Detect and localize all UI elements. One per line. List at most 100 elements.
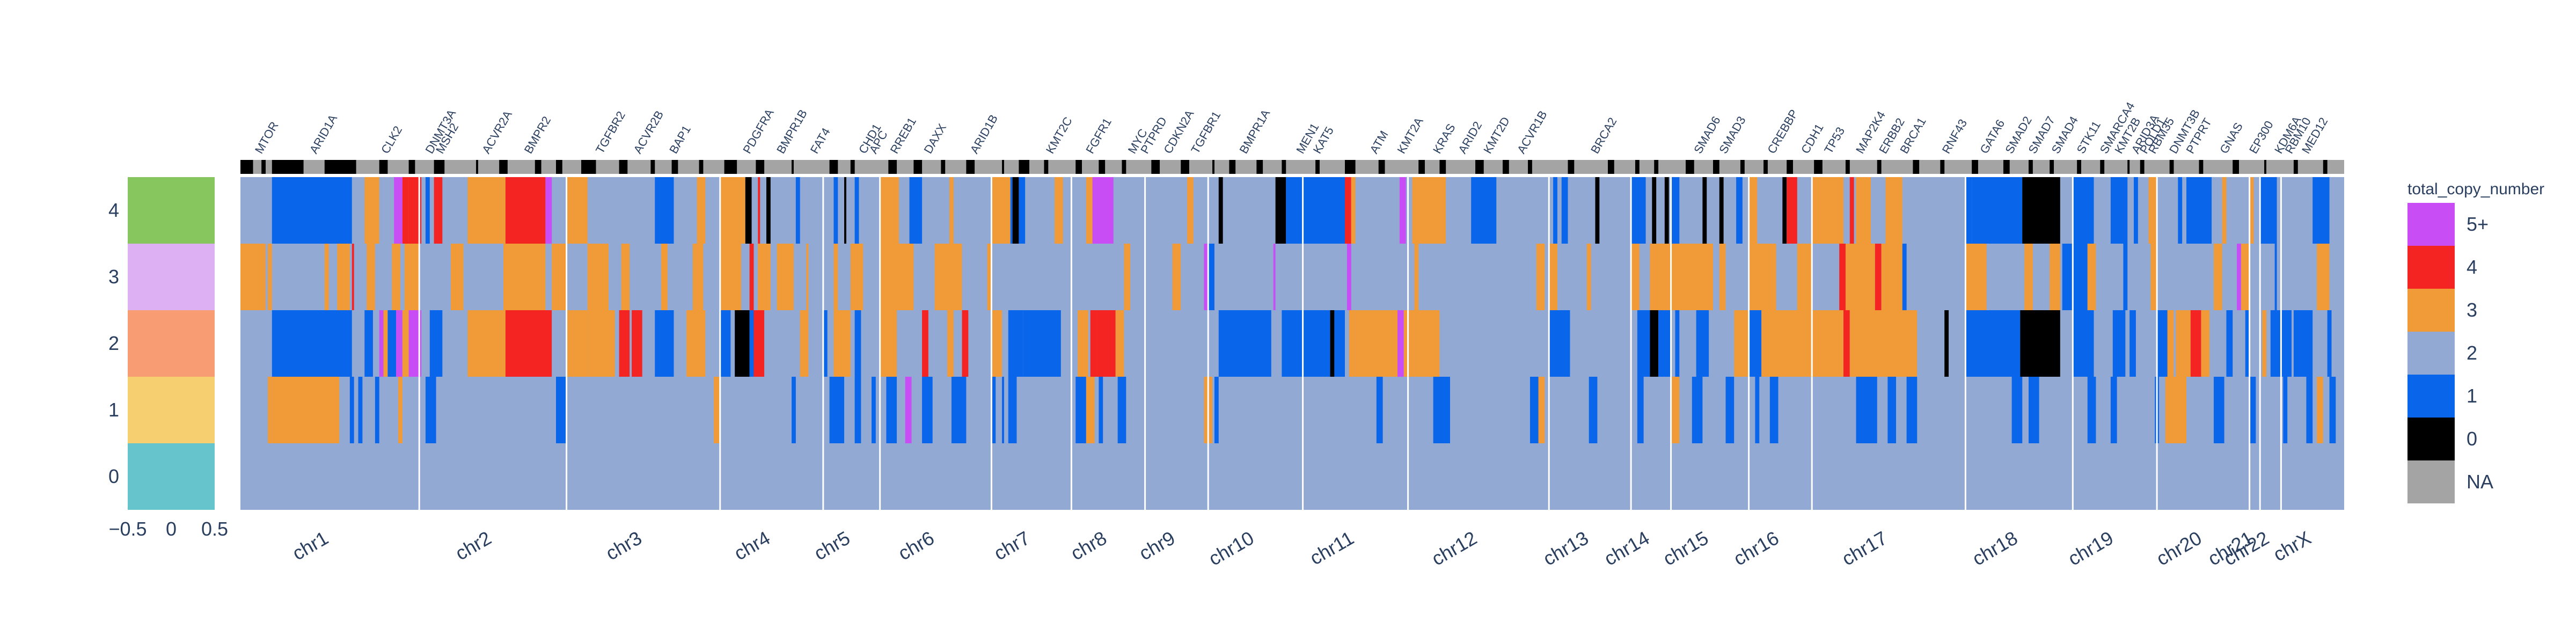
- annotation-track-mark: [2293, 160, 2298, 174]
- heatmap-cell-row-1: [1117, 377, 1126, 443]
- heatmap-cell-row-1: [2283, 377, 2288, 443]
- heatmap-cell-row-1: [714, 377, 720, 443]
- heatmap-cell-row-3: [2317, 244, 2330, 310]
- legend-swatch: [2407, 375, 2455, 418]
- annotation-track-mark: [1635, 160, 1640, 174]
- heatmap-cell-row-4: [909, 177, 923, 244]
- gene-label: KMT2C: [1043, 114, 1075, 156]
- heatmap-cell-row-4: [425, 177, 430, 244]
- heatmap-cell-row-1: [349, 377, 354, 443]
- heatmap-cell-row-2: [1330, 310, 1335, 377]
- heatmap-cell-row-4: [2134, 177, 2138, 244]
- heatmap-cell-row-2: [1650, 310, 1659, 377]
- legend-swatch: [2407, 460, 2455, 503]
- heatmap-cell-row-1: [1433, 377, 1450, 443]
- heatmap-cell-row-2: [1078, 310, 1088, 377]
- annotation-track-mark: [240, 160, 253, 174]
- annotation-track-mark: [1075, 160, 1082, 174]
- heatmap-cell-row-4: [655, 177, 674, 244]
- annotation-track-mark: [792, 160, 794, 174]
- annotation-track-mark: [1913, 160, 1920, 174]
- gene-label: ARID1A: [307, 112, 340, 156]
- heatmap-cell-row-3: [337, 244, 350, 310]
- annotation-track-mark: [699, 160, 704, 174]
- heatmap-cell-row-4: [1595, 177, 1600, 244]
- heatmap-cell-row-1: [872, 377, 876, 443]
- heatmap-cell-row-2: [505, 310, 552, 377]
- heatmap-cell-row-2: [1355, 310, 1397, 377]
- annotation-track-mark: [1002, 160, 1004, 174]
- heatmap-cell-row-2: [2201, 310, 2210, 377]
- heatmap-cell-row-1: [2110, 377, 2117, 443]
- heatmap-cell-row-3: [1172, 244, 1181, 310]
- heatmap-cell-row-3: [1586, 244, 1591, 310]
- legend: total_copy_number 5+ 4 3 2 1 0 NA: [2407, 180, 2544, 503]
- heatmap-cell-row-1: [1376, 377, 1383, 443]
- heatmap-cell-row-1: [2249, 377, 2256, 443]
- heatmap-cell-row-1: [1589, 377, 1598, 443]
- heatmap-cell-row-2: [962, 310, 969, 377]
- heatmap-cell-row-3: [503, 244, 546, 310]
- annotation-track-mark: [1044, 160, 1049, 174]
- heatmap-cell-row-3: [1536, 244, 1545, 310]
- heatmap-cell-row-3: [324, 244, 329, 310]
- gene-label: ARID2: [1455, 119, 1484, 156]
- heatmap-cell-row-4: [1055, 177, 1063, 244]
- annotation-track-mark: [1787, 160, 1793, 174]
- gene-label: CLK2: [378, 123, 405, 156]
- heatmap-cell-row-3: [1631, 244, 1640, 310]
- heatmap-cell-row-4: [1096, 177, 1114, 244]
- chromosome-label: chr13: [1539, 526, 1592, 570]
- main-heatmap: chr1 chr2 chr3 chr4 chr5 chr6 chr7 chr8 chr9 chr1…: [240, 100, 2344, 570]
- side-panel-cell-row-0: [128, 443, 215, 510]
- heatmap-cell-row-4: [467, 177, 506, 244]
- heatmap-cell-row-2: [272, 310, 352, 377]
- heatmap-cell-row-4: [1664, 177, 1669, 244]
- legend-title: total_copy_number: [2407, 180, 2544, 198]
- annotation-track-mark: [1378, 160, 1385, 174]
- side-panel-cell-row-4: [128, 177, 215, 244]
- heatmap-cell-row-1: [2213, 377, 2224, 443]
- heatmap-cell-row-1: [1856, 377, 1877, 443]
- heatmap-cell-row-3: [1881, 244, 1902, 310]
- side-panel-x-tick: −0.5: [108, 518, 147, 540]
- heatmap-cell-row-4: [1086, 177, 1093, 244]
- gene-label: FGFR1: [1083, 116, 1114, 156]
- heatmap-cell-row-1: [2165, 377, 2186, 443]
- gene-label: FAT4: [808, 126, 833, 156]
- annotation-track-mark: [1122, 160, 1126, 174]
- heatmap-cell-row-2: [720, 310, 731, 377]
- heatmap-cell-row-1: [886, 377, 897, 443]
- gene-label: ACVR2B: [631, 108, 666, 156]
- heatmap-cell-row-2: [735, 310, 750, 377]
- heatmap-cell-row-1: [2329, 377, 2336, 443]
- heatmap-cell-row-2: [2167, 310, 2174, 377]
- heatmap-cell-row-4: [1471, 177, 1497, 244]
- heatmap-cell-row-2: [364, 310, 373, 377]
- heatmap-cell-row-1: [2029, 377, 2039, 443]
- heatmap-cell-row-2: [587, 310, 615, 377]
- chromosome-label: chr9: [1135, 526, 1179, 565]
- heatmap-cell-row-4: [1012, 177, 1019, 244]
- heatmap-cell-row-4: [1019, 177, 1026, 244]
- heatmap-cell-row-3: [720, 244, 741, 310]
- heatmap-cell-row-3: [1124, 244, 1131, 310]
- annotation-track-mark: [2029, 160, 2033, 174]
- heatmap-cell-row-4: [1351, 177, 1356, 244]
- gene-label: KMT2A: [1394, 115, 1425, 156]
- heatmap-cell-row-3: [621, 244, 630, 310]
- legend-swatch: [2407, 418, 2455, 460]
- heatmap-cell-row-2: [402, 310, 409, 377]
- heatmap-cell-row-4: [1787, 177, 1797, 244]
- gene-label: ACVR1B: [1514, 108, 1550, 156]
- annotation-track-mark: [499, 160, 508, 174]
- annotation-track-mark: [619, 160, 628, 174]
- heatmap-cell-row-3: [692, 244, 704, 310]
- heatmap-cell-row-4: [795, 177, 800, 244]
- chromosome-label: chr10: [1205, 526, 1257, 570]
- annotation-track-mark: [1282, 160, 1286, 174]
- legend-label: 1: [2467, 385, 2477, 407]
- heatmap-cell-row-2: [1334, 310, 1345, 377]
- heatmap-cell-row-4: [1671, 177, 1680, 244]
- side-panel-row-label: 3: [108, 266, 119, 288]
